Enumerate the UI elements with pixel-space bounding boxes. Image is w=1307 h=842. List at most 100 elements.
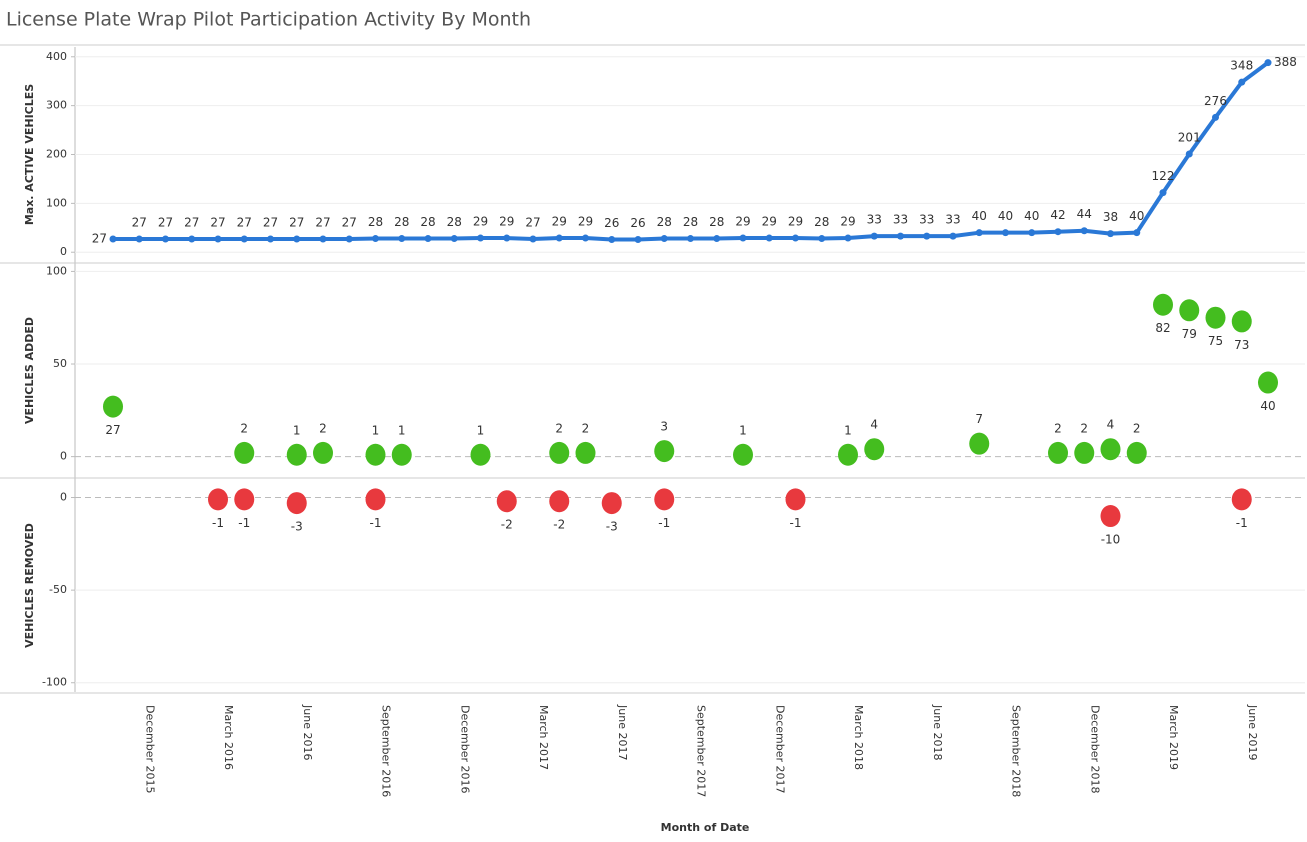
dot bbox=[496, 490, 517, 513]
data-label: 26 bbox=[604, 216, 619, 230]
data-label: 82 bbox=[1155, 321, 1170, 335]
line-point bbox=[765, 234, 773, 242]
data-label: 79 bbox=[1182, 327, 1197, 341]
line-point bbox=[345, 235, 353, 243]
line-point bbox=[1054, 228, 1062, 236]
y-tick-label: 100 bbox=[46, 264, 67, 277]
line-point bbox=[844, 234, 852, 242]
data-label: 27 bbox=[210, 216, 225, 230]
data-label: 4 bbox=[870, 418, 878, 432]
data-label: 1 bbox=[739, 423, 747, 437]
x-tick-label: June 2017 bbox=[616, 704, 629, 760]
line-point bbox=[477, 234, 484, 242]
data-label: 38 bbox=[1103, 210, 1118, 224]
line-point bbox=[1133, 229, 1141, 237]
x-tick-label: March 2016 bbox=[222, 705, 235, 770]
data-label: 1 bbox=[372, 423, 380, 437]
data-label: 27 bbox=[342, 216, 357, 230]
line-point bbox=[818, 235, 826, 243]
data-label: 33 bbox=[945, 213, 960, 227]
line-point bbox=[1238, 78, 1246, 86]
data-label: 27 bbox=[132, 216, 147, 230]
data-label: 28 bbox=[657, 215, 672, 229]
line-point bbox=[555, 234, 563, 242]
data-label: 29 bbox=[552, 215, 567, 229]
line-point bbox=[1107, 230, 1114, 238]
dot bbox=[1231, 310, 1252, 333]
x-tick-label: September 2016 bbox=[380, 705, 393, 797]
data-label: 28 bbox=[683, 215, 698, 229]
data-label: 29 bbox=[578, 215, 593, 229]
data-label: 33 bbox=[919, 213, 934, 227]
data-label: -1 bbox=[238, 516, 250, 530]
line-point bbox=[897, 232, 904, 240]
x-tick-label: December 2017 bbox=[773, 705, 786, 794]
data-label: -1 bbox=[790, 516, 802, 530]
data-label: 2 bbox=[1133, 421, 1141, 435]
dot bbox=[1126, 441, 1147, 464]
data-label: -3 bbox=[291, 520, 303, 534]
dot bbox=[103, 395, 123, 418]
data-label: -2 bbox=[501, 518, 513, 532]
y-tick-label: 400 bbox=[46, 50, 67, 63]
dot bbox=[549, 490, 570, 513]
data-label: 29 bbox=[788, 215, 803, 229]
dot bbox=[575, 441, 596, 464]
data-label: 27 bbox=[525, 216, 540, 230]
x-tick-label: June 2016 bbox=[301, 704, 314, 760]
data-label: 40 bbox=[998, 209, 1013, 223]
data-label: -1 bbox=[658, 516, 670, 530]
y-tick-label: -50 bbox=[49, 583, 67, 596]
data-label: 2 bbox=[555, 421, 563, 435]
line-point bbox=[870, 232, 878, 240]
data-label: -1 bbox=[1236, 516, 1248, 530]
data-label: 28 bbox=[814, 215, 829, 229]
dot bbox=[365, 443, 386, 466]
line-point bbox=[529, 235, 537, 243]
x-tick-label: December 2015 bbox=[143, 705, 156, 794]
x-tick-label: June 2019 bbox=[1246, 704, 1259, 760]
line-point bbox=[1264, 59, 1272, 67]
data-label: 29 bbox=[473, 215, 488, 229]
line bbox=[113, 61, 1270, 242]
line-point bbox=[109, 235, 117, 243]
dot bbox=[391, 443, 412, 466]
line-point bbox=[398, 235, 406, 243]
data-label: 44 bbox=[1077, 207, 1092, 221]
data-label: 201 bbox=[1178, 131, 1201, 145]
dot bbox=[1179, 299, 1200, 322]
data-label: 1 bbox=[844, 423, 852, 437]
dot bbox=[234, 488, 255, 511]
data-label: -1 bbox=[212, 516, 224, 530]
data-label: 73 bbox=[1234, 338, 1249, 352]
data-label: 2 bbox=[240, 421, 248, 435]
data-label: 27 bbox=[158, 216, 173, 230]
x-tick-label: March 2018 bbox=[852, 705, 865, 770]
data-label: 29 bbox=[762, 215, 777, 229]
y-tick-label: 0 bbox=[60, 450, 67, 463]
y-axis-title: Max. ACTIVE VEHICLES bbox=[23, 84, 36, 225]
data-label: 27 bbox=[315, 216, 330, 230]
data-label: 40 bbox=[972, 209, 987, 223]
data-label: 27 bbox=[237, 216, 252, 230]
dot bbox=[654, 440, 675, 463]
dot bbox=[1153, 293, 1173, 316]
data-label: 2 bbox=[319, 421, 327, 435]
data-label: 1 bbox=[293, 423, 301, 437]
data-label: 33 bbox=[893, 213, 908, 227]
line-point bbox=[1002, 229, 1009, 237]
data-label: 27 bbox=[184, 216, 199, 230]
dot bbox=[601, 492, 622, 515]
x-tick-label: December 2018 bbox=[1088, 705, 1101, 794]
data-label: -3 bbox=[606, 520, 618, 534]
dot bbox=[1048, 441, 1068, 464]
dot bbox=[838, 443, 858, 466]
dot bbox=[313, 441, 333, 464]
line-point bbox=[424, 235, 432, 243]
dot bbox=[1258, 371, 1278, 394]
dot bbox=[208, 488, 228, 511]
line-point bbox=[792, 234, 799, 242]
dot bbox=[234, 441, 255, 464]
line-point bbox=[687, 235, 694, 243]
dot bbox=[785, 488, 806, 511]
